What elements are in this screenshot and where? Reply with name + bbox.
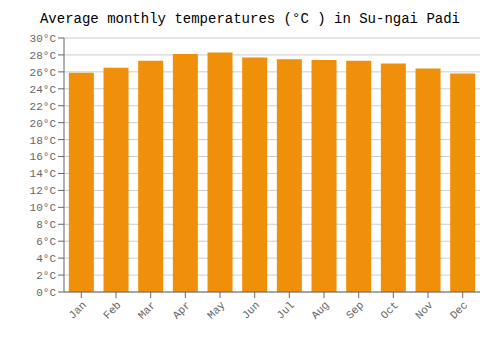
svg-text:Jan: Jan <box>66 299 88 321</box>
svg-text:16°C: 16°C <box>30 151 57 163</box>
svg-text:28°C: 28°C <box>30 50 57 62</box>
svg-text:Aug: Aug <box>309 299 331 321</box>
svg-text:Mar: Mar <box>136 299 158 321</box>
svg-text:May: May <box>205 299 228 322</box>
svg-text:8°C: 8°C <box>36 219 56 231</box>
svg-text:Feb: Feb <box>101 299 123 321</box>
svg-text:Jun: Jun <box>240 299 262 321</box>
svg-text:10°C: 10°C <box>30 202 57 214</box>
svg-text:2°C: 2°C <box>36 270 56 282</box>
svg-text:Apr: Apr <box>170 299 192 321</box>
svg-text:4°C: 4°C <box>36 253 56 265</box>
svg-text:30°C: 30°C <box>30 33 57 45</box>
svg-text:Oct: Oct <box>378 299 400 321</box>
svg-text:18°C: 18°C <box>30 135 57 147</box>
svg-text:20°C: 20°C <box>30 118 57 130</box>
svg-text:Nov: Nov <box>413 299 436 322</box>
svg-text:24°C: 24°C <box>30 84 57 96</box>
svg-text:12°C: 12°C <box>30 185 57 197</box>
svg-text:14°C: 14°C <box>30 168 57 180</box>
svg-text:6°C: 6°C <box>36 236 56 248</box>
html-text:Average monthly temperatures (: Average monthly temperatures (°C ) in Su… <box>40 11 460 27</box>
svg-text:Sep: Sep <box>344 299 366 321</box>
svg-text:22°C: 22°C <box>30 101 57 113</box>
svg-text:Dec: Dec <box>448 299 470 321</box>
svg-text:0°C: 0°C <box>36 287 56 299</box>
svg-text:26°C: 26°C <box>30 67 57 79</box>
svg-text:Jul: Jul <box>274 299 296 321</box>
